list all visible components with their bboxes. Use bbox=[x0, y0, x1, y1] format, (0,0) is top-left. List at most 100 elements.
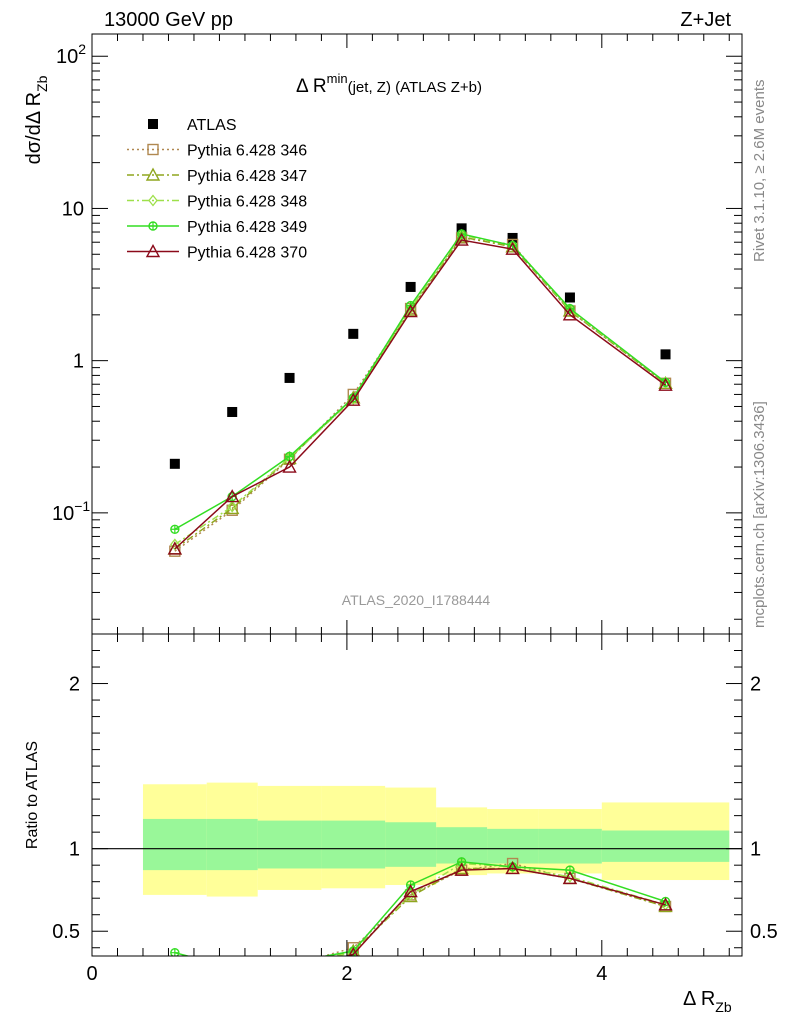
legend-marker bbox=[145, 244, 161, 258]
legend-entry-pythia-6-428-349: Pythia 6.428 349 bbox=[127, 219, 307, 236]
main-series-layer bbox=[167, 223, 673, 557]
legend-marker bbox=[145, 167, 161, 181]
watermark-label: ATLAS_2020_I1788444 bbox=[342, 592, 491, 608]
ylabel-main-sub: Zb bbox=[34, 75, 50, 92]
header-left-label: 13000 GeV pp bbox=[104, 9, 233, 31]
legend-marker bbox=[148, 221, 158, 231]
ratio-point-pythia-6-428-348 bbox=[171, 959, 179, 969]
ratio-band-inner bbox=[487, 828, 539, 864]
legend-marker-cross bbox=[149, 222, 157, 230]
ratio-y-tick-label-right: 1 bbox=[750, 839, 761, 861]
ratio-point-pythia-6-428-349-cross bbox=[228, 964, 236, 972]
data-point-pythia-6-428-370 bbox=[282, 459, 297, 473]
ratio-panel-frame bbox=[91, 633, 743, 957]
series-pythia-6-428-347 bbox=[167, 229, 673, 555]
series-line-pythia-6-428-349 bbox=[174, 233, 666, 530]
ratio-point-pythia-6-428-370 bbox=[505, 861, 520, 875]
title-sup: min bbox=[327, 71, 348, 86]
series-line-pythia-6-428-348 bbox=[174, 234, 666, 546]
ratio-point-pythia-6-428-349-ring bbox=[286, 959, 294, 967]
ratio-point-pythia-6-428-370 bbox=[348, 946, 359, 956]
ratio-point-pythia-6-428-349 bbox=[170, 947, 180, 956]
ratio-point-pythia-6-428-370 bbox=[562, 870, 578, 885]
data-point-atlas bbox=[660, 349, 671, 360]
xlabel-main: Δ R bbox=[683, 988, 715, 1010]
ratio-y-tick-label-right: 2 bbox=[750, 674, 761, 696]
tick-base: 10 bbox=[56, 46, 78, 68]
data-point-pythia-6-428-370 bbox=[505, 241, 520, 255]
ratio-point-pythia-6-428-370 bbox=[658, 897, 673, 911]
main-plot-title: Δ Rmin(jet, Z) (ATLAS Z+b) bbox=[296, 71, 482, 97]
data-point-pythia-6-428-370 bbox=[346, 392, 361, 406]
data-point-pythia-6-428-348 bbox=[227, 500, 238, 513]
data-point-pythia-6-428-348 bbox=[170, 538, 180, 551]
series-atlas bbox=[169, 223, 671, 469]
ratio-point-pythia-6-428-370 bbox=[454, 862, 469, 876]
legend-label: ATLAS bbox=[187, 117, 237, 134]
ratio-point-pythia-6-428-346 bbox=[285, 961, 295, 971]
legend-entry-pythia-6-428-346: Pythia 6.428 346 bbox=[127, 143, 307, 160]
data-point-pythia-6-428-370 bbox=[562, 307, 578, 321]
ratio-point-pythia-6-428-349-cross bbox=[170, 948, 179, 956]
ratio-y-tick-label: 1 bbox=[69, 839, 80, 861]
ratio-point-pythia-6-428-349 bbox=[286, 959, 294, 967]
x-tick-label: 2 bbox=[341, 963, 352, 985]
data-point-pythia-6-428-370 bbox=[454, 232, 469, 246]
data-point-atlas bbox=[405, 281, 416, 292]
series-line-pythia-6-428-346 bbox=[174, 237, 666, 552]
ratio-point-pythia-6-428-347 bbox=[226, 970, 238, 981]
xlabel-sub: Zb bbox=[715, 999, 732, 1015]
series-line-pythia-6-428-370 bbox=[174, 239, 666, 550]
x-tick-label: 0 bbox=[86, 963, 97, 985]
title-suffix: (ATLAS Z+b) bbox=[391, 79, 482, 96]
main-y-tick-label: 10−1 bbox=[52, 498, 90, 525]
ratio-band-inner bbox=[206, 818, 258, 871]
ratio-point-pythia-6-428-348 bbox=[286, 959, 294, 969]
ratio-series-layer bbox=[169, 857, 673, 981]
legend-entry-pythia-6-428-348: Pythia 6.428 348 bbox=[127, 194, 307, 211]
legend: ATLAS Pythia 6.428 346 Pythia 6.428 347 Pyt… bbox=[127, 117, 307, 262]
data-point-pythia-6-428-349 bbox=[170, 524, 180, 534]
ratio-y-tick-label: 0.5 bbox=[52, 921, 80, 943]
main-y-tick-label: 1 bbox=[73, 351, 84, 373]
ratio-band-layer bbox=[142, 782, 730, 897]
data-point-pythia-6-428-370 bbox=[658, 377, 673, 391]
ratio-point-pythia-6-428-348 bbox=[507, 860, 518, 873]
ratio-point-pythia-6-428-370 bbox=[284, 965, 296, 976]
main-y-tick-label: 10 bbox=[62, 198, 84, 220]
data-point-atlas bbox=[456, 223, 467, 234]
ratio-point-pythia-6-428-349 bbox=[228, 964, 236, 972]
header-right-label: Z+Jet bbox=[680, 9, 731, 31]
ratio-point-pythia-6-428-370 bbox=[169, 962, 181, 973]
x-tick-label: 4 bbox=[596, 963, 607, 985]
legend-marker bbox=[147, 143, 159, 156]
legend-marker bbox=[148, 119, 158, 129]
series-pythia-6-428-348 bbox=[170, 228, 671, 551]
data-point-pythia-6-428-348 bbox=[507, 239, 518, 252]
legend-label: Pythia 6.428 348 bbox=[187, 194, 307, 211]
data-point-pythia-6-428-349-cross bbox=[170, 525, 179, 534]
ratio-band-inner bbox=[601, 830, 730, 862]
ratio-series-pythia-6-428-370 bbox=[169, 861, 673, 976]
data-point-pythia-6-428-370 bbox=[403, 304, 418, 318]
legend-entry-pythia-6-428-347: Pythia 6.428 347 bbox=[127, 167, 307, 185]
legend-label: Pythia 6.428 346 bbox=[187, 143, 307, 160]
legend-label: Pythia 6.428 347 bbox=[187, 168, 307, 185]
ratio-point-pythia-6-428-346 bbox=[170, 964, 180, 974]
ratio-point-pythia-6-428-346 bbox=[227, 971, 237, 981]
ratio-point-pythia-6-428-347 bbox=[454, 861, 469, 875]
title-prefix: Δ R bbox=[296, 76, 327, 97]
ratio-band-inner bbox=[257, 820, 322, 869]
series-pythia-6-428-349 bbox=[170, 229, 671, 534]
series-pythia-6-428-346 bbox=[169, 232, 672, 557]
ratio-axes: 0 2 4 0.5 0.5 1 1 2 2 bbox=[52, 633, 778, 985]
ratio-line-pythia-6-428-346 bbox=[321, 862, 666, 956]
data-point-atlas bbox=[169, 458, 180, 469]
data-point-pythia-6-428-349-cross bbox=[285, 452, 294, 461]
ratio-y-axis-label: Ratio to ATLAS bbox=[24, 741, 41, 849]
data-point-atlas bbox=[507, 232, 518, 243]
legend-entry-pythia-6-428-370: Pythia 6.428 370 bbox=[127, 244, 307, 262]
